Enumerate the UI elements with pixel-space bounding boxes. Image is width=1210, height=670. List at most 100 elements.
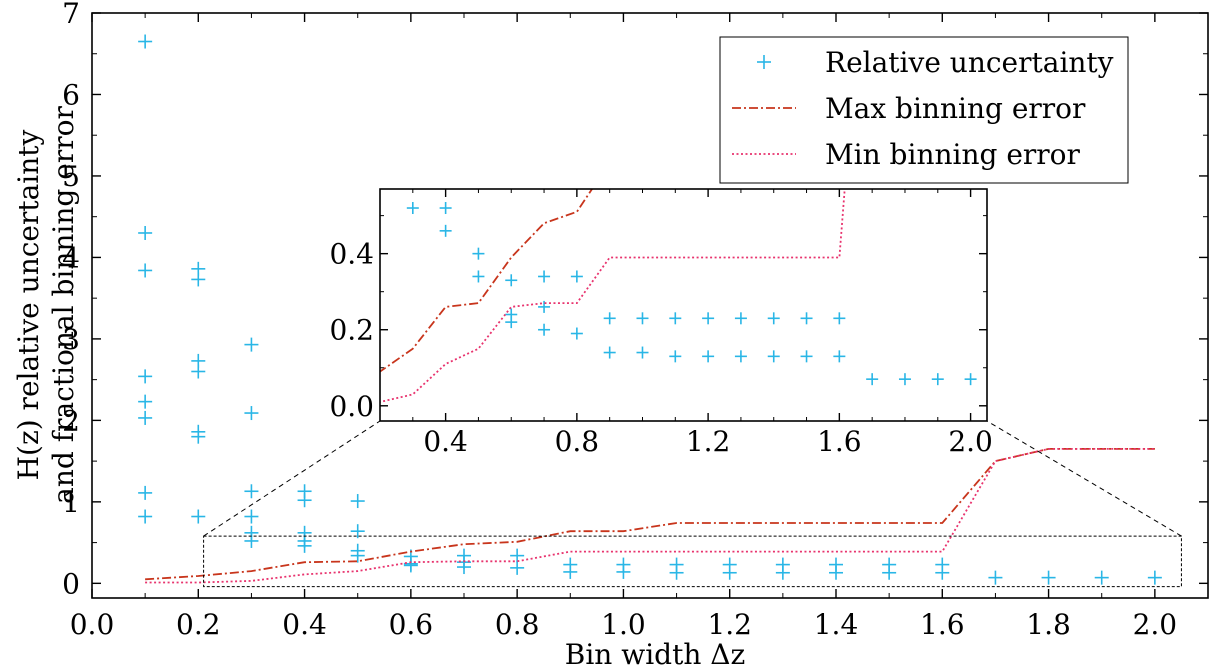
main-point-14 bbox=[191, 509, 206, 524]
legend-label-max-binning-error: Max binning error bbox=[825, 92, 1086, 125]
y-tick-label: 1 bbox=[62, 486, 80, 519]
main-point-39 bbox=[563, 564, 578, 579]
inset-x-tick-label: 1.6 bbox=[817, 425, 862, 458]
inset-x-tick-label: 2.0 bbox=[948, 425, 993, 458]
main-point-2 bbox=[138, 263, 153, 278]
main-series-line-1 bbox=[145, 447, 1155, 581]
main-plot-area bbox=[138, 34, 1162, 585]
main-point-36 bbox=[510, 548, 525, 563]
x-tick-label: 0.2 bbox=[176, 608, 221, 641]
x-tick-label: 1.4 bbox=[814, 608, 859, 641]
y-axis-label: H(z) relative uncertainty and fractional… bbox=[12, 106, 80, 504]
main-plot-frame bbox=[91, 12, 1209, 599]
main-point-9 bbox=[191, 272, 206, 287]
zoom-connector-right bbox=[986, 420, 1182, 537]
x-tick-label: 1.2 bbox=[707, 608, 752, 641]
y-tick-label: 5 bbox=[62, 160, 80, 193]
main-point-35 bbox=[457, 560, 471, 575]
main-point-57 bbox=[1147, 570, 1162, 585]
inset-point-23 bbox=[440, 164, 452, 176]
legend-box bbox=[719, 36, 1129, 184]
main-point-53 bbox=[935, 565, 950, 580]
main-point-27 bbox=[350, 524, 365, 539]
legend-label-min-binning-error: Min binning error bbox=[825, 138, 1081, 171]
x-tick-label: 1.6 bbox=[920, 608, 965, 641]
main-point-5 bbox=[138, 410, 153, 425]
main-point-16 bbox=[244, 406, 259, 421]
main-axis-ticks: 0.0 0.2 0.4 0.6 0.8 1.0 1.2 1.4 1.6 1.8 2.0 0 1 2 3 4 5 6… bbox=[62, 0, 1209, 641]
inset-point-32 bbox=[505, 316, 518, 329]
main-point-51 bbox=[882, 565, 897, 580]
inset-background bbox=[380, 189, 987, 421]
main-point-41 bbox=[616, 564, 631, 579]
main-point-32 bbox=[403, 558, 418, 573]
inset-point-56 bbox=[931, 373, 944, 386]
main-point-29 bbox=[350, 548, 365, 563]
inset-point-45 bbox=[702, 350, 715, 363]
inset-point-35 bbox=[538, 323, 551, 336]
inset-point-46 bbox=[734, 312, 747, 325]
zoom-connector-left bbox=[203, 420, 381, 537]
inset-point-36 bbox=[570, 270, 583, 283]
inset-point-41 bbox=[636, 346, 649, 359]
inset-point-25 bbox=[439, 224, 452, 237]
inset-point-34 bbox=[538, 300, 551, 313]
inset-point-18 bbox=[407, 88, 419, 100]
main-series-line-2 bbox=[145, 447, 1155, 584]
inset-point-52 bbox=[833, 312, 846, 325]
zoom-guides bbox=[203, 420, 1182, 588]
inset-point-42 bbox=[669, 312, 682, 325]
y-tick-label: 4 bbox=[62, 241, 80, 274]
legend-marker-relative-uncertainty bbox=[757, 55, 771, 69]
inset-point-20 bbox=[406, 202, 419, 215]
main-point-47 bbox=[775, 565, 790, 580]
x-tick-label: 0.4 bbox=[282, 608, 327, 641]
inset-point-43 bbox=[669, 350, 682, 363]
inset-point-7 bbox=[341, 88, 353, 100]
inset-point-48 bbox=[767, 312, 780, 325]
inset-y-tick-label: 0.2 bbox=[329, 314, 374, 347]
inset-point-51 bbox=[800, 350, 813, 363]
inset-point-37 bbox=[570, 327, 583, 340]
inset-axis-ticks: 0.4 0.8 1.2 1.6 2.0 0.0 0.2 0.4 bbox=[329, 189, 993, 458]
y-tick-label: 3 bbox=[62, 323, 80, 356]
main-point-17 bbox=[244, 484, 259, 499]
main-point-11 bbox=[191, 364, 206, 379]
main-point-0 bbox=[138, 34, 153, 49]
inset-plot-area bbox=[341, 88, 977, 403]
y-axis-label-line-1: H(z) relative uncertainty bbox=[12, 129, 45, 480]
inset-point-33 bbox=[538, 270, 551, 283]
inset-point-38 bbox=[603, 312, 616, 325]
main-point-3 bbox=[138, 369, 153, 384]
inset-point-55 bbox=[898, 373, 911, 386]
inset-point-24 bbox=[439, 202, 452, 215]
main-point-45 bbox=[722, 565, 737, 580]
main-point-13 bbox=[191, 429, 206, 444]
y-tick-label: 6 bbox=[62, 78, 80, 111]
inset-point-29 bbox=[472, 270, 485, 283]
y-tick-label: 7 bbox=[62, 0, 80, 30]
y-tick-label: 0 bbox=[62, 567, 80, 600]
inset-x-tick-label: 1.2 bbox=[686, 425, 731, 458]
inset-x-tick-label: 0.4 bbox=[423, 425, 468, 458]
inset-point-49 bbox=[767, 350, 780, 363]
x-axis-label: Bin width Δz bbox=[565, 638, 745, 670]
x-tick-label: 0.0 bbox=[70, 608, 115, 641]
main-point-54 bbox=[988, 570, 1003, 585]
main-point-18 bbox=[244, 509, 259, 524]
main-point-22 bbox=[297, 493, 312, 508]
x-tick-label: 2.0 bbox=[1133, 608, 1178, 641]
y-tick-label: 2 bbox=[62, 404, 80, 437]
inset-y-tick-label: 0.4 bbox=[329, 238, 374, 271]
main-point-15 bbox=[244, 337, 259, 352]
main-point-43 bbox=[669, 565, 684, 580]
inset-point-19 bbox=[407, 164, 419, 176]
main-point-49 bbox=[829, 565, 843, 580]
y-axis-label-line-2: and fractional binning error bbox=[47, 106, 80, 504]
main-point-26 bbox=[350, 494, 365, 509]
x-tick-label: 1.8 bbox=[1026, 608, 1071, 641]
main-point-25 bbox=[297, 538, 312, 553]
inset-point-27 bbox=[472, 156, 484, 168]
main-point-6 bbox=[138, 485, 153, 500]
x-tick-label: 0.6 bbox=[389, 608, 434, 641]
